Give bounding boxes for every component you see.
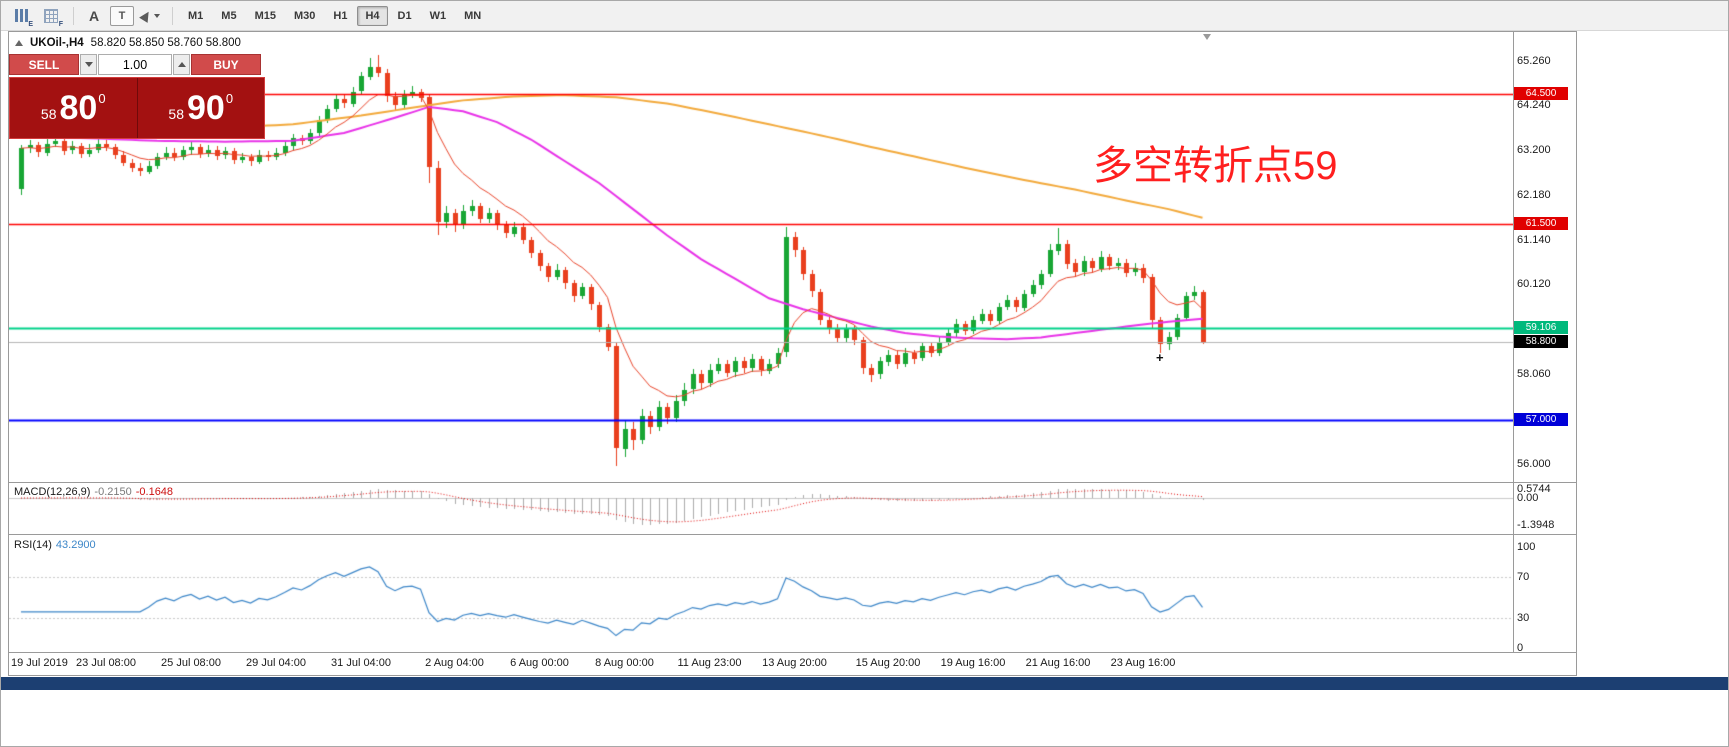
- crosshair-marker: +: [1156, 350, 1164, 366]
- volume-decrease-button[interactable]: [80, 54, 97, 75]
- triangle-up-icon: [177, 62, 186, 67]
- time-axis-label: 8 Aug 00:00: [595, 657, 654, 669]
- sell-button[interactable]: SELL: [9, 54, 79, 75]
- grid-glyph: [44, 8, 58, 23]
- toolbar: E F A T M1 M5 M15 M30 H1 H4 D1 W1 MN: [1, 1, 1728, 31]
- price-axis-label: 56.000: [1517, 457, 1551, 470]
- timeframe-m5[interactable]: M5: [221, 9, 237, 22]
- toolbar-separator: [172, 6, 173, 25]
- time-axis-label: 11 Aug 23:00: [677, 657, 742, 669]
- buy-price[interactable]: 58 90 0: [138, 78, 265, 138]
- price-axis-label: 60.120: [1517, 278, 1551, 291]
- price-level-badge: 59.106: [1514, 321, 1568, 335]
- timeframe-m30[interactable]: M30: [293, 9, 316, 22]
- time-axis-label: 2 Aug 04:00: [425, 657, 484, 669]
- arrow-glyph: [138, 8, 153, 23]
- bars-glyph: [14, 9, 28, 22]
- price-axis-label: 61.140: [1517, 234, 1551, 246]
- price-axis-label: 64.240: [1517, 99, 1551, 112]
- price-divider: [136, 78, 138, 138]
- timeframe-group: M1 M5 M15 M30 H1 H4 D1 W1 MN: [179, 5, 490, 26]
- panel-separator[interactable]: [8, 534, 1577, 535]
- sell-price-pips: 80: [59, 89, 98, 127]
- rsi-axis-label: 30: [1517, 611, 1530, 624]
- panel-separator[interactable]: [8, 482, 1577, 483]
- price-axis-label: 58.060: [1517, 367, 1551, 380]
- macd-axis-label: 0.00: [1517, 492, 1539, 504]
- time-axis-label: 25 Jul 08:00: [161, 657, 221, 669]
- text-label-tool-icon[interactable]: A: [88, 7, 100, 24]
- triangle-down-icon: [84, 62, 93, 67]
- one-click-trading-panel: SELL BUY 58 80 0 58 90 0: [9, 54, 265, 139]
- bid-ask-prices: 58 80 0 58 90 0: [9, 77, 265, 139]
- rsi-axis-label: 70: [1517, 571, 1530, 584]
- toolbar-separator: [73, 6, 74, 25]
- macd-signal-value: -0.1648: [135, 486, 174, 498]
- symbol-period-label: UKOil-,H4: [30, 37, 84, 49]
- rsi-label: RSI(14) 43.2900: [14, 539, 96, 551]
- macd-main-value: -0.2150: [94, 486, 132, 498]
- price-axis-line: [1513, 32, 1514, 652]
- chart-shift-marker-icon[interactable]: [1203, 34, 1211, 40]
- rsi-axis-label: 100: [1517, 541, 1536, 553]
- timeframe-m15[interactable]: M15: [254, 9, 276, 22]
- macd-axis-label: -1.3948: [1517, 519, 1555, 531]
- trade-controls-row: SELL BUY: [9, 54, 265, 75]
- time-axis-label: 23 Jul 08:00: [76, 657, 136, 669]
- buy-price-whole: 58: [168, 106, 184, 122]
- rsi-name: RSI(14): [14, 539, 52, 551]
- price-axis-label: 65.260: [1517, 54, 1551, 67]
- timeframe-w1[interactable]: W1: [429, 9, 447, 22]
- time-axis-label: 23 Aug 16:00: [1110, 657, 1176, 669]
- bar-chart-tool-icon[interactable]: E: [7, 4, 35, 28]
- macd-indicator-canvas[interactable]: [9, 483, 1513, 534]
- ohlc-values: 58.820 58.850 58.760 58.800: [90, 37, 241, 49]
- macd-axis-label: 0.5744: [1517, 483, 1551, 495]
- time-axis-label: 19 Jul 2019: [11, 657, 68, 669]
- timeframe-d1[interactable]: D1: [397, 9, 412, 22]
- grid-tool-icon[interactable]: F: [37, 4, 65, 28]
- text-box-tool-icon[interactable]: T: [110, 5, 134, 26]
- timeframe-h1[interactable]: H1: [333, 9, 348, 22]
- arrow-tools-icon[interactable]: [136, 4, 164, 28]
- sell-price[interactable]: 58 80 0: [10, 78, 137, 138]
- timeframe-h4[interactable]: H4: [357, 5, 388, 26]
- buy-price-pips: 90: [187, 89, 225, 127]
- rsi-value: 43.2900: [55, 539, 96, 551]
- time-axis-label: 6 Aug 00:00: [510, 657, 569, 669]
- rsi-indicator-canvas[interactable]: [9, 535, 1513, 652]
- price-level-badge: 57.000: [1514, 413, 1568, 427]
- time-axis-label: 29 Jul 04:00: [246, 657, 306, 669]
- chart-text-annotation: 多空转折点59: [1093, 144, 1338, 188]
- price-level-badge: 64.500: [1514, 86, 1568, 100]
- volume-increase-button[interactable]: [173, 54, 190, 75]
- collapse-panel-icon[interactable]: [15, 40, 23, 46]
- time-axis-label: 15 Aug 20:00: [855, 657, 921, 669]
- chevron-down-icon: [153, 13, 160, 18]
- icon-sub-letter: F: [58, 20, 63, 28]
- price-axis-label: 62.180: [1517, 188, 1551, 201]
- sell-price-whole: 58: [40, 106, 57, 122]
- rsi-axis-label: 0: [1517, 642, 1524, 654]
- price-level-badge: 61.500: [1514, 217, 1568, 231]
- timeframe-m1[interactable]: M1: [188, 9, 204, 22]
- sell-price-fraction: 0: [98, 90, 106, 106]
- price-level-badge: 58.800: [1514, 334, 1568, 348]
- buy-price-fraction: 0: [225, 90, 234, 106]
- icon-sub-letter: E: [28, 20, 33, 28]
- panel-separator: [8, 652, 1577, 653]
- price-axis-label: 63.200: [1517, 144, 1551, 157]
- time-axis-label: 19 Aug 16:00: [940, 657, 1006, 669]
- buy-button[interactable]: BUY: [191, 54, 261, 75]
- macd-name: MACD(12,26,9): [14, 486, 91, 498]
- time-axis-label: 31 Jul 04:00: [331, 657, 391, 669]
- terminal-panel-strip: [1, 677, 1728, 690]
- macd-label: MACD(12,26,9) -0.2150 -0.1648: [14, 486, 173, 498]
- time-axis-label: 21 Aug 16:00: [1025, 657, 1091, 669]
- time-axis-label: 13 Aug 20:00: [762, 657, 827, 669]
- chart-header: UKOil-,H4 58.820 58.850 58.760 58.800: [15, 37, 241, 49]
- timeframe-mn[interactable]: MN: [464, 9, 482, 22]
- volume-input[interactable]: [98, 54, 172, 75]
